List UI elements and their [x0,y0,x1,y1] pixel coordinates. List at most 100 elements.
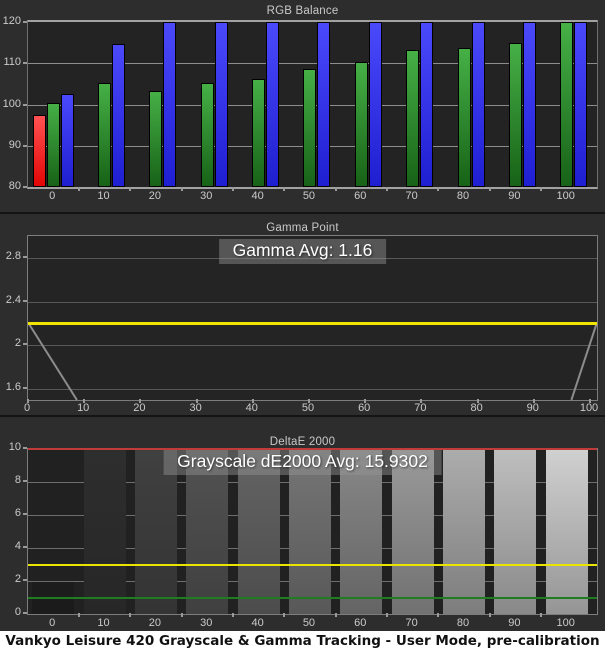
gamma-point-plot-area [27,235,598,401]
blue-bar-0 [60,94,74,187]
x-axis-label: 50 [302,617,316,629]
gridline-1.6 [28,389,597,391]
red-bar-0 [32,114,46,187]
y-axis-label: 80 [8,180,21,192]
x-axis-label: 10 [97,190,110,202]
green-bar-50 [303,69,317,187]
x-axis-tick [139,399,142,403]
y-axis-label: 8 [14,474,21,486]
x-axis-tick [231,613,234,617]
y-axis-tick [23,343,27,346]
grayscale-de-bar-30 [186,449,229,614]
y-axis-label: 100 [2,97,21,110]
green-bar-80 [457,47,471,187]
y-axis-label: 2.8 [5,249,21,262]
x-axis-tick [251,399,254,403]
x-axis-tick [488,613,491,617]
x-axis-label: 30 [189,402,202,414]
deltae-2000-chart-title: DeltaE 2000 [269,436,336,448]
de-limit-line-10 [28,448,597,450]
x-axis-tick [385,187,388,191]
x-axis-label: 40 [251,617,264,629]
grayscale-de-bar-90 [494,449,537,614]
x-axis-label: 90 [508,190,521,202]
blue-bar-10 [112,44,126,187]
x-axis-label: 70 [405,190,418,202]
x-axis-label: 20 [148,617,162,629]
x-axis-label: 80 [470,402,483,414]
y-axis-label: 2 [14,573,21,585]
x-axis-label: 0 [49,190,56,202]
gamma-point-chart-title: Gamma Point [266,222,339,234]
y-axis-label: 4 [14,540,21,552]
de-limit-line-3 [28,563,597,566]
x-axis-label: 60 [354,190,367,202]
x-axis-tick [437,187,440,191]
deltae-2000-panel: DeltaE 2000 Grayscale dE2000 Avg: 15.930… [0,415,605,631]
x-axis-tick [532,399,535,403]
x-axis-label: 60 [358,402,371,414]
green-bar-90 [508,43,522,187]
x-axis-tick [180,613,183,617]
x-axis-tick [540,613,543,617]
x-axis-label: 70 [405,617,418,629]
y-axis-tick [23,387,27,390]
green-bar-10 [98,82,112,187]
y-axis-label: 1.6 [5,381,21,394]
x-axis-label: 0 [23,402,31,414]
caption-text: Vankyo Leisure 420 Grayscale & Gamma Tra… [5,633,600,649]
y-axis-label: 120 [2,15,21,27]
green-bar-70 [406,50,420,187]
y-axis-tick [23,255,27,258]
green-bar-30 [200,83,214,187]
y-axis-label: 6 [14,507,21,519]
x-axis-label: 50 [301,402,315,414]
blue-bar-50 [317,22,331,187]
y-axis-tick [23,21,27,23]
x-axis-tick [488,187,491,191]
x-axis-tick [334,187,337,191]
x-axis-tick [385,613,388,617]
y-axis-label: 10 [8,441,21,453]
caption-bar: Vankyo Leisure 420 Grayscale & Gamma Tra… [0,631,605,651]
gridline-2.8 [28,257,597,259]
x-axis-tick [540,187,543,191]
grayscale-de-bar-80 [443,449,485,614]
green-bar-20 [149,90,163,187]
grayscale-de-bar-70 [391,449,434,614]
grayscale-de-bar-40 [237,449,280,614]
x-axis-label: 20 [133,402,146,414]
x-axis-label: 80 [456,617,470,629]
y-axis-tick [23,447,27,449]
x-axis-label: 70 [414,402,427,414]
de-limit-line-1 [28,596,597,599]
x-axis-tick [437,613,440,617]
x-axis-tick [364,399,367,403]
deltae-2000-plot-area [27,448,598,615]
x-axis-tick [420,399,423,403]
x-axis-tick [283,187,286,191]
x-axis-tick [77,613,80,617]
x-axis-label: 100 [556,617,575,629]
x-axis-tick [129,187,132,191]
blue-bar-60 [368,22,382,187]
gridline-2.4 [28,301,597,303]
gamma-point-panel: Gamma Point Gamma Avg: 1.16 1.6 2 2.4 2.8 0 1… [0,212,605,415]
blue-bar-30 [214,22,228,187]
gamma-measured-line [28,321,597,400]
x-axis-tick [334,613,337,617]
grayscale-de-bar-50 [288,449,331,614]
x-axis-label: 80 [456,190,470,202]
y-axis-tick [23,186,27,188]
y-axis-label: 2 [14,337,21,350]
y-axis-tick [23,513,27,515]
blue-bar-90 [522,22,536,187]
y-axis-tick [23,546,27,548]
x-axis-tick [283,613,286,617]
x-axis-label: 100 [556,190,575,202]
rgb-balance-plot-area [27,20,598,189]
gamma-reference-line [28,322,597,326]
blue-bar-70 [420,22,434,187]
x-axis-label: 0 [49,617,56,629]
